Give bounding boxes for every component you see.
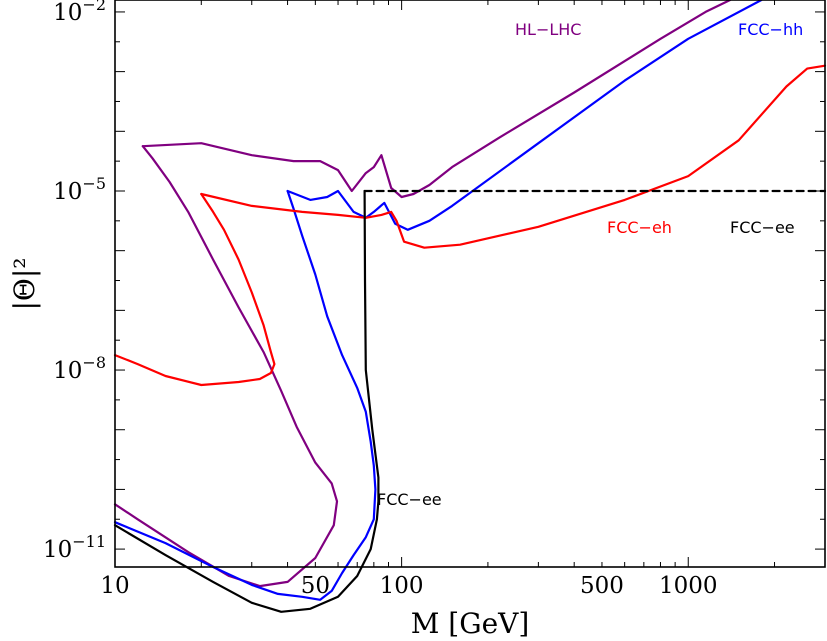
series-fcc-ee-lower-line bbox=[113, 189, 380, 613]
annotation-hl-lhc: HL−LHC bbox=[515, 20, 581, 39]
x-tick-label: 1000 bbox=[659, 573, 718, 599]
x-tick-label: 500 bbox=[580, 573, 624, 599]
x-axis-title: M [GeV] bbox=[411, 607, 530, 640]
series-fcc-eh-lower-line bbox=[113, 192, 276, 387]
annotation-fcc-ee-right: FCC−ee bbox=[730, 218, 795, 237]
curves-layer bbox=[113, 0, 827, 613]
annotation-fcc-hh: FCC−hh bbox=[738, 20, 803, 39]
annotation-fcc-eh: FCC−eh bbox=[607, 218, 672, 237]
series-fcc-eh-upper-line bbox=[200, 64, 827, 249]
y-axis-title: |Θ|² bbox=[8, 257, 41, 310]
x-tick-label: 10 bbox=[100, 573, 129, 599]
y-tick-label: 10−5 bbox=[53, 174, 106, 205]
y-tick-label: 10−11 bbox=[43, 532, 106, 563]
series-hl-lhc-upper-line bbox=[141, 0, 732, 199]
y-tick-label: 10−8 bbox=[53, 353, 106, 384]
ticks-layer: 10 50 100 500 1000 10−2 10−5 10−8 10−11 bbox=[43, 0, 826, 599]
plot-frame bbox=[114, 0, 826, 568]
plot-background bbox=[115, 0, 825, 567]
y-tick-label: 10−2 bbox=[53, 0, 106, 26]
annotation-fcc-ee-lower: FCC−ee bbox=[377, 490, 442, 509]
x-tick-label: 50 bbox=[301, 573, 330, 599]
series-fcc-hh-lower-line bbox=[113, 189, 377, 601]
x-tick-label: 100 bbox=[380, 573, 424, 599]
